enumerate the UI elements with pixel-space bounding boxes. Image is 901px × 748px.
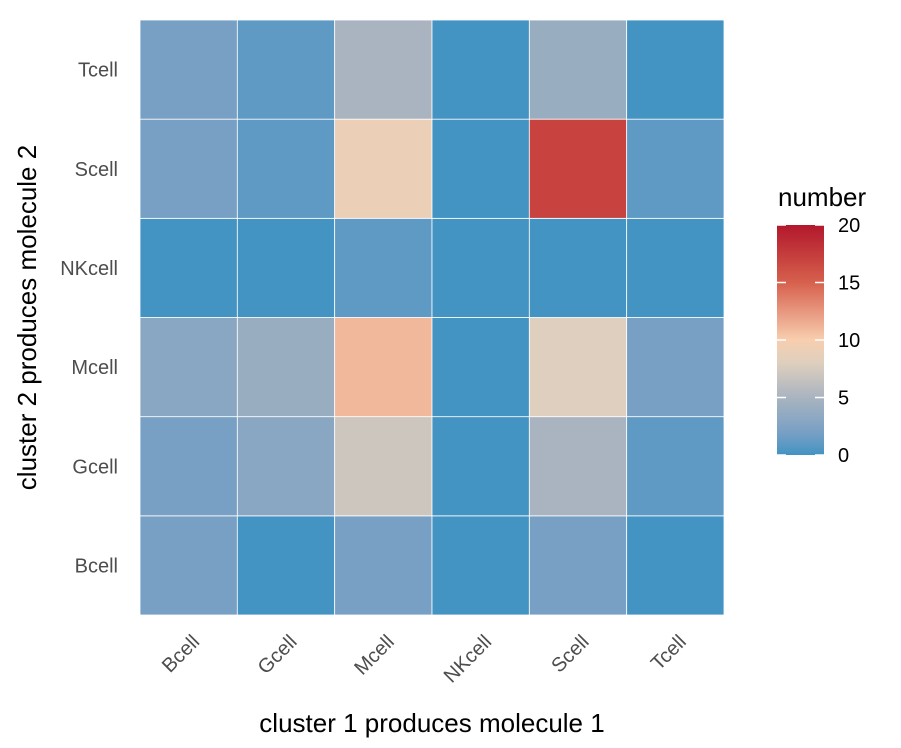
legend-tick-label: 20 xyxy=(838,215,860,237)
legend-title: number xyxy=(778,182,866,212)
y-axis-title: cluster 2 produces molecule 2 xyxy=(12,145,42,490)
heatmap-cell-mcell-bcell xyxy=(334,515,433,616)
x-tick-label: NKcell xyxy=(440,631,496,687)
legend-ticks: 0 5 10 15 20 xyxy=(777,215,860,467)
heatmap-cell-scell-mcell xyxy=(528,317,628,418)
heatmap-cell-mcell-gcell xyxy=(334,416,433,517)
y-tick-label: Gcell xyxy=(72,456,118,478)
x-axis-tick-labels: Bcell Gcell Mcell NKcell Scell Tcell xyxy=(158,631,691,687)
heatmap-cell-bcell-gcell xyxy=(139,416,238,517)
color-legend: number 0 5 10 15 20 xyxy=(777,182,866,467)
y-tick-label: Tcell xyxy=(78,60,118,82)
heatmap-cell-tcell-nkcell xyxy=(626,217,725,318)
heatmap-cell-tcell-gcell xyxy=(626,416,725,517)
x-axis-title: cluster 1 produces molecule 1 xyxy=(259,708,604,738)
heatmap-cell-bcell-bcell xyxy=(139,515,238,616)
x-tick-label: Mcell xyxy=(350,631,399,680)
y-tick-label: Bcell xyxy=(75,555,118,577)
heatmap-cell-mcell-tcell xyxy=(334,19,433,120)
heatmap-cell-nkcell-mcell xyxy=(431,317,530,418)
legend-tick-label: 0 xyxy=(838,445,849,467)
heatmap-cell-bcell-scell xyxy=(139,118,238,219)
heatmap-cell-nkcell-tcell xyxy=(431,19,530,120)
heatmap-cell-bcell-mcell xyxy=(139,317,238,418)
heatmap-cell-scell-bcell xyxy=(528,515,628,616)
legend-tick-label: 10 xyxy=(838,330,860,352)
heatmap-cell-nkcell-gcell xyxy=(431,416,530,517)
legend-tick-label: 15 xyxy=(838,273,860,295)
x-tick-label: Bcell xyxy=(158,631,204,677)
heatmap-cell-scell-tcell xyxy=(528,19,628,120)
x-tick-label: Gcell xyxy=(254,631,302,679)
heatmap-cell-tcell-mcell xyxy=(626,317,725,418)
heatmap-cell-tcell-bcell xyxy=(626,515,725,616)
y-tick-label: Mcell xyxy=(71,357,118,379)
heatmap-cell-gcell-mcell xyxy=(236,317,336,418)
legend-tick-label: 5 xyxy=(838,388,849,410)
heatmap-cell-gcell-nkcell xyxy=(236,217,336,318)
heatmap-cell-mcell-nkcell xyxy=(334,217,433,318)
y-tick-label: Scell xyxy=(75,159,118,181)
heatmap-cell-gcell-bcell xyxy=(236,515,336,616)
heatmap-cell-bcell-nkcell xyxy=(139,217,238,318)
heatmap-cell-tcell-scell xyxy=(626,118,725,219)
x-tick-label: Tcell xyxy=(647,631,691,675)
x-tick-label: Scell xyxy=(547,631,593,677)
y-axis-tick-labels: Bcell Gcell Mcell NKcell Scell Tcell xyxy=(60,60,118,578)
heatmap-cell-mcell-scell xyxy=(334,118,433,219)
heatmap-cell-nkcell-bcell xyxy=(431,515,530,616)
heatmap-cell-gcell-gcell xyxy=(236,416,336,517)
heatmap-cell-scell-gcell xyxy=(528,416,628,517)
heatmap-cell-scell-scell xyxy=(528,118,628,219)
heatmap-cell-nkcell-nkcell xyxy=(431,217,530,318)
heatmap-cell-scell-nkcell xyxy=(528,217,628,318)
heatmap-cell-gcell-tcell xyxy=(236,19,336,120)
heatmap-cell-mcell-mcell xyxy=(334,317,433,418)
y-tick-label: NKcell xyxy=(60,258,118,280)
heatmap-cells xyxy=(139,19,725,616)
heatmap-cell-bcell-tcell xyxy=(139,19,238,120)
heatmap-cell-gcell-scell xyxy=(236,118,336,219)
heatmap-cell-nkcell-scell xyxy=(431,118,530,219)
heatmap-cell-tcell-tcell xyxy=(626,19,725,120)
